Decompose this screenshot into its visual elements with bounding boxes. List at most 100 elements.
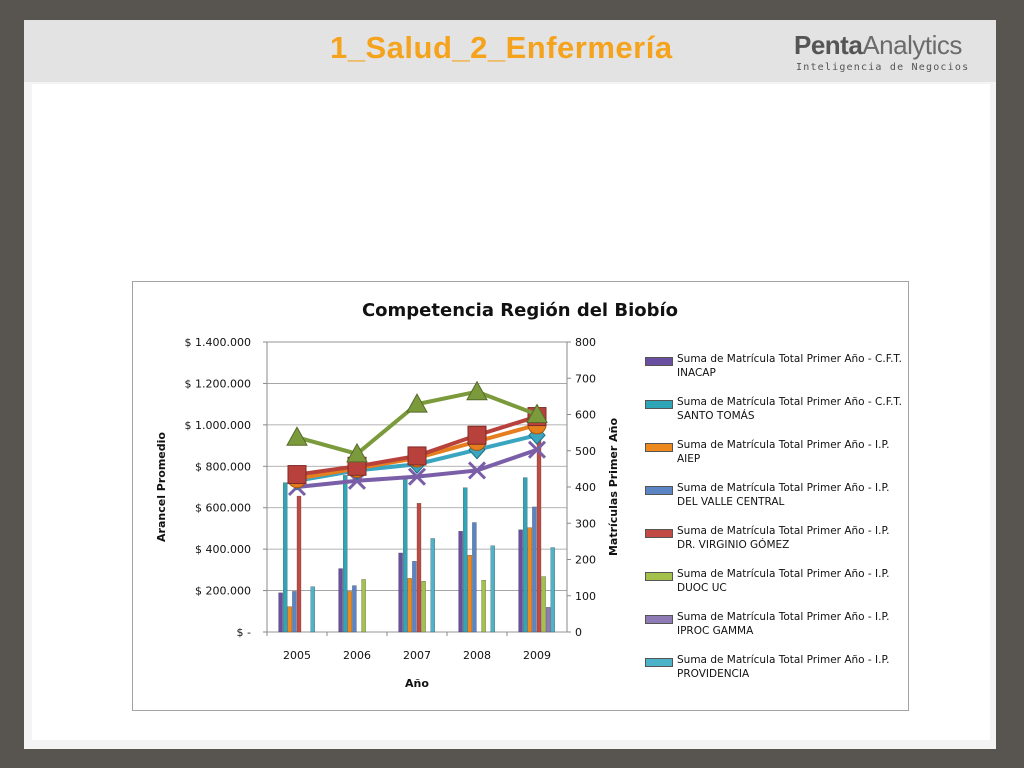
legend-item: Suma de Matrícula Total Primer Año - I.P… <box>645 610 905 653</box>
line-marker <box>526 403 548 423</box>
legend-swatch <box>645 357 673 366</box>
legend-swatch <box>645 443 673 452</box>
bar <box>550 547 555 633</box>
bar <box>467 554 472 633</box>
line-marker <box>466 380 488 401</box>
y2-tick-label: 200 <box>575 554 596 567</box>
line-marker <box>286 426 308 446</box>
bar <box>541 576 546 633</box>
legend-item: Suma de Matrícula Total Primer Año - I.P… <box>645 481 905 524</box>
x-tick-label: 2007 <box>403 649 431 662</box>
legend-item: Suma de Matrícula Total Primer Año - I.P… <box>645 524 905 567</box>
slide-content: Competencia Región del Biobío $ - $ 200.00… <box>32 84 990 740</box>
legend-swatch <box>645 486 673 495</box>
legend-label: Suma de Matrícula Total Primer Año - I.P… <box>677 482 890 508</box>
legend-swatch <box>645 529 673 538</box>
legend-label: Suma de Matrícula Total Primer Año - C.F… <box>677 353 902 379</box>
x-axis-title: Año <box>405 677 429 690</box>
y-tick-label: $ 600.000 <box>195 502 251 515</box>
slide: 1_Salud_2_Enfermería PentaAnalytics Inte… <box>24 20 996 749</box>
legend-label: Suma de Matrícula Total Primer Año - C.F… <box>677 396 902 422</box>
legend-item: Suma de Matrícula Total Primer Año - I.P… <box>645 653 905 696</box>
bar <box>421 581 426 633</box>
y2-tick-label: 300 <box>575 517 596 530</box>
bar <box>278 592 283 633</box>
bar <box>310 586 315 633</box>
line-marker <box>467 425 487 445</box>
slide-title: 1_Salud_2_Enfermería <box>330 30 673 65</box>
y-tick-label: $ 1.200.000 <box>185 377 251 390</box>
logo-subtitle: Inteligencia de Negocios <box>796 62 970 73</box>
y-tick-label: $ 1.400.000 <box>185 336 251 349</box>
legend-item: Suma de Matrícula Total Primer Año - I.P… <box>645 567 905 610</box>
penta-analytics-logo: PentaAnalytics Inteligencia de Negocios <box>794 30 984 78</box>
y-axis-title: Arancel Promedio <box>155 432 168 542</box>
y-tick-label: $ 200.000 <box>195 585 251 598</box>
bar <box>481 580 486 633</box>
bar <box>361 579 366 633</box>
y-tick-label: $ - <box>237 626 251 639</box>
bar <box>343 475 348 633</box>
bar <box>523 477 528 633</box>
bar <box>352 585 357 633</box>
y-tick-label: $ 800.000 <box>195 460 251 473</box>
legend-label: Suma de Matrícula Total Primer Año - I.P… <box>677 439 890 465</box>
chart-legend: Suma de Matrícula Total Primer Año - C.F… <box>645 352 905 696</box>
bar <box>527 527 532 633</box>
y2-tick-label: 100 <box>575 590 596 603</box>
bar <box>490 545 495 633</box>
bar <box>403 478 408 633</box>
bar <box>347 591 352 633</box>
bar <box>518 529 523 633</box>
legend-swatch <box>645 615 673 624</box>
legend-label: Suma de Matrícula Total Primer Año - I.P… <box>677 568 890 594</box>
legend-item: Suma de Matrícula Total Primer Año - C.F… <box>645 352 905 395</box>
line-marker <box>346 442 368 463</box>
chart-title: Competencia Región del Biobío <box>362 300 678 321</box>
bar <box>407 578 412 633</box>
line-marker <box>527 440 547 459</box>
logo-name-rest: Analytics <box>862 30 962 60</box>
bar <box>532 506 537 633</box>
bar <box>430 538 435 633</box>
chart-svg: Competencia Región del Biobío $ - $ 200.00… <box>155 300 678 690</box>
line-marker <box>407 467 427 486</box>
y-tick-label: $ 1.000.000 <box>185 419 251 432</box>
bar <box>283 482 288 633</box>
chart-container: Competencia Región del Biobío $ - $ 200.00… <box>132 281 909 711</box>
x-tick-label: 2005 <box>283 649 311 662</box>
line-marker <box>287 465 307 485</box>
bar <box>463 487 468 633</box>
legend-label: Suma de Matrícula Total Primer Año - I.P… <box>677 611 890 637</box>
bar <box>416 503 422 633</box>
y2-tick-label: 700 <box>575 372 596 385</box>
bar <box>287 606 292 633</box>
y2-tick-label: 800 <box>575 336 596 349</box>
line-marker <box>407 446 427 466</box>
x-tick-label: 2008 <box>463 649 491 662</box>
line-marker <box>406 393 428 413</box>
bar <box>472 522 477 633</box>
line-marker <box>467 461 487 480</box>
legend-swatch <box>645 400 673 409</box>
y2-tick-label: 500 <box>575 445 596 458</box>
bar <box>546 607 551 633</box>
x-tick-label: 2009 <box>523 649 551 662</box>
legend-item: Suma de Matrícula Total Primer Año - I.P… <box>645 438 905 481</box>
legend-item: Suma de Matrícula Total Primer Año - C.F… <box>645 395 905 438</box>
y2-tick-label: 400 <box>575 481 596 494</box>
bar <box>412 561 417 633</box>
bar <box>458 531 463 633</box>
legend-label: Suma de Matrícula Total Primer Año - I.P… <box>677 525 890 551</box>
bar <box>296 495 302 633</box>
y2-tick-label: 0 <box>575 626 582 639</box>
bar <box>398 552 403 633</box>
logo-name-bold: Penta <box>794 30 863 60</box>
y2-axis-title: Matrículas Primer Año <box>607 418 620 557</box>
x-tick-label: 2006 <box>343 649 371 662</box>
y2-tick-label: 600 <box>575 409 596 422</box>
bar <box>338 568 343 633</box>
legend-label: Suma de Matrícula Total Primer Año - I.P… <box>677 654 890 680</box>
legend-swatch <box>645 572 673 581</box>
legend-swatch <box>645 658 673 667</box>
